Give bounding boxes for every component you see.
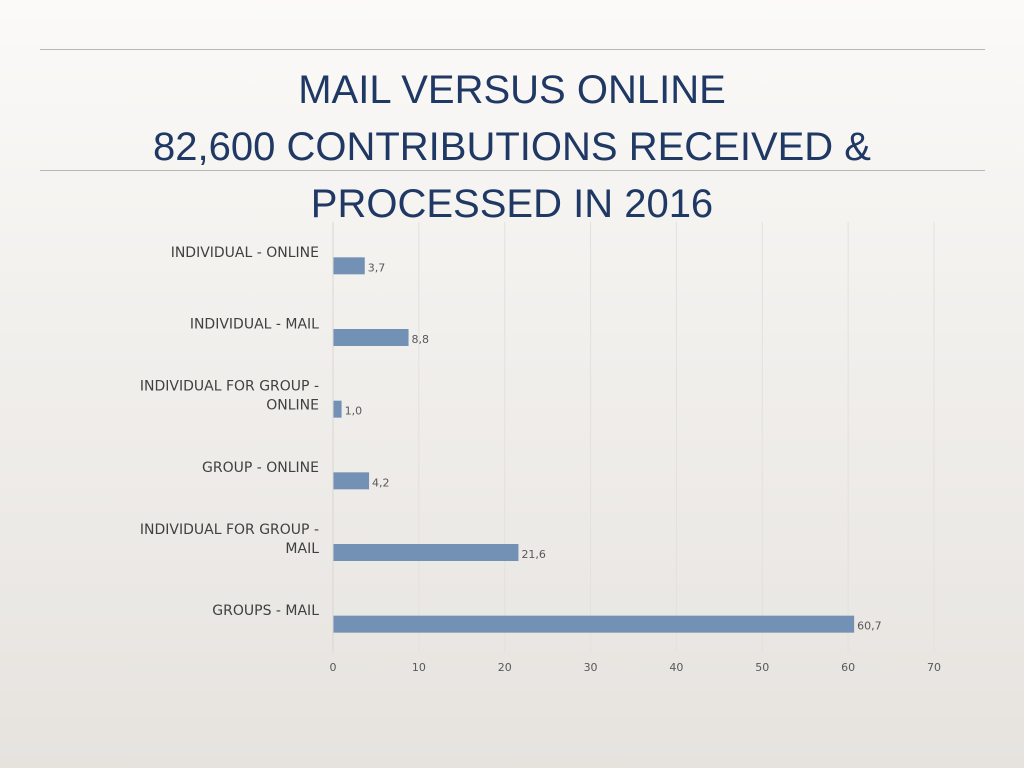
data-label-0: 3,7: [368, 261, 386, 274]
category-label-3: GROUP - ONLINE: [202, 460, 319, 476]
x-tick-label-20: 20: [498, 661, 512, 674]
category-label-0: INDIVIDUAL - ONLINE: [171, 245, 319, 261]
category-label-5: GROUPS - MAIL: [212, 603, 319, 619]
data-label-4: 21,6: [521, 548, 546, 561]
bar-4: [333, 544, 519, 561]
middle-rule: [40, 170, 985, 171]
x-tick-label-60: 60: [841, 661, 855, 674]
bar-1: [333, 329, 409, 346]
data-label-5: 60,7: [857, 620, 882, 633]
x-tick-label-30: 30: [584, 661, 598, 674]
x-tick-label-50: 50: [755, 661, 769, 674]
top-rule: [40, 49, 985, 50]
category-label-4: INDIVIDUAL FOR GROUP -MAIL: [140, 522, 319, 557]
bar-0: [333, 257, 365, 275]
x-tick-label-0: 0: [330, 661, 337, 674]
title-line-1: MAIL VERSUS ONLINE: [298, 68, 726, 112]
bar-5: [333, 615, 855, 633]
data-label-2: 1,0: [345, 405, 363, 418]
data-label-1: 8,8: [412, 333, 430, 346]
x-tick-label-40: 40: [669, 661, 683, 674]
slide-title: MAIL VERSUS ONLINE 82,600 CONTRIBUTIONS …: [60, 62, 964, 233]
x-tick-label-10: 10: [412, 661, 426, 674]
category-label-1: INDIVIDUAL - MAIL: [190, 317, 319, 333]
bar-3: [333, 472, 370, 490]
data-label-3: 4,2: [372, 476, 390, 489]
title-line-3: PROCESSED IN 2016: [310, 182, 714, 226]
category-label-2: INDIVIDUAL FOR GROUP -ONLINE: [140, 379, 319, 414]
x-tick-label-70: 70: [927, 661, 941, 674]
bar-2: [333, 400, 342, 418]
title-line-2: 82,600 CONTRIBUTIONS RECEIVED &: [153, 125, 871, 169]
